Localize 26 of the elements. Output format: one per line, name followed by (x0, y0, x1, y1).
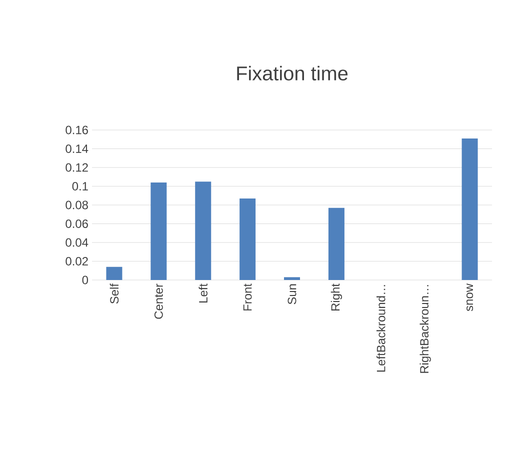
x-tick-label: Right (330, 284, 342, 310)
y-tick-label: 0 (82, 276, 88, 284)
x-tick-label: Sun (288, 284, 296, 304)
y-tick-label: 0.08 (66, 200, 88, 210)
y-tick-label: 0.06 (66, 220, 88, 228)
y-tick-label: 0.02 (66, 257, 88, 266)
bar (284, 277, 300, 280)
x-tick-label: Left (198, 284, 208, 302)
x-tick-label: Front (243, 284, 252, 310)
x-tick-label: Center (154, 284, 163, 319)
x-tick-label: snow (466, 284, 474, 312)
x-tick-label: LeftBackround… (376, 285, 386, 372)
y-tick-label: 0.1 (72, 182, 88, 190)
bar (240, 198, 256, 280)
bar (328, 208, 344, 280)
chart-title: Fixation time (237, 66, 348, 80)
x-tick-label: RightBackroun… (420, 285, 431, 373)
bar (195, 182, 212, 280)
bar (462, 138, 478, 280)
x-tick-label: Self (110, 284, 119, 304)
y-tick-label: 0.12 (66, 163, 88, 172)
bar (106, 266, 122, 280)
y-tick-label: 0.04 (66, 238, 88, 247)
y-tick-label: 0.14 (66, 144, 88, 153)
bar (150, 182, 167, 280)
y-tick-label: 0.16 (66, 126, 88, 134)
